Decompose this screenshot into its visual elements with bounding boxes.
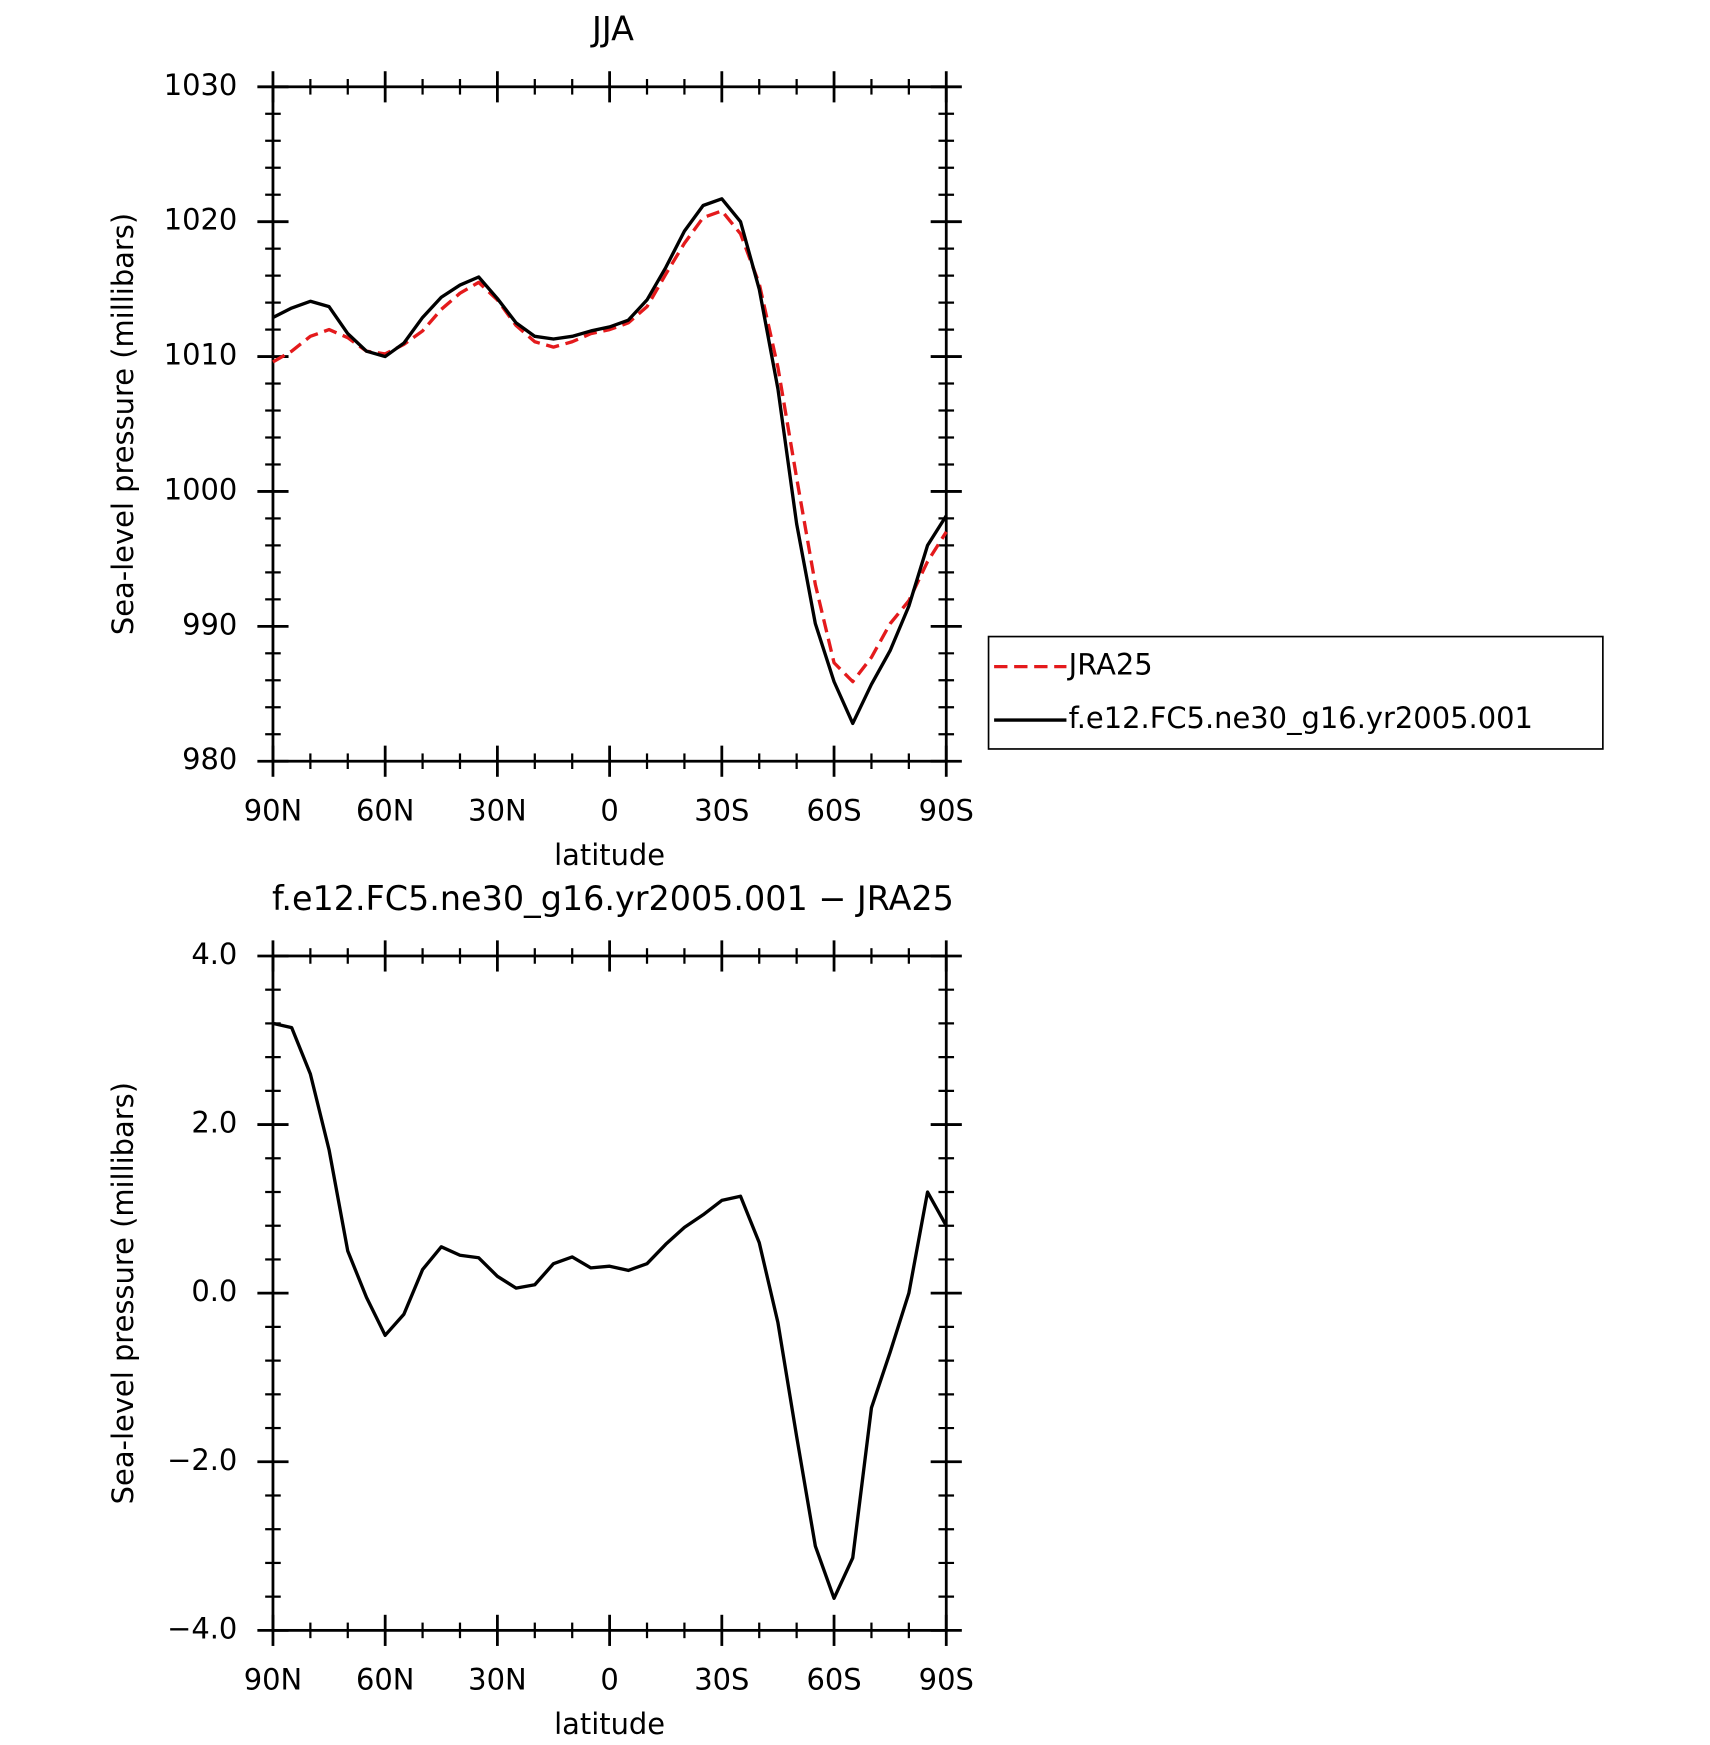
y-tick-label: 4.0 [191, 937, 237, 971]
x-tick-label: 60S [806, 793, 861, 827]
x-tick-label: 30S [694, 793, 749, 827]
y-tick-label: 980 [182, 742, 237, 776]
y-tick-label: 1010 [164, 338, 238, 372]
y-tick-label: −4.0 [167, 1611, 237, 1645]
x-axis-label: latitude [554, 1707, 665, 1741]
x-tick-label: 0 [600, 1663, 618, 1697]
y-axis-label: Sea-level pressure (millibars) [106, 213, 140, 635]
x-tick-label: 90N [244, 793, 302, 827]
x-tick-label: 60N [356, 793, 414, 827]
series-line [272, 209, 948, 684]
x-tick-label: 30N [468, 1663, 526, 1697]
y-tick-label: −2.0 [167, 1443, 237, 1477]
y-tick-label: 1020 [164, 203, 238, 237]
y-tick-label: 0.0 [191, 1274, 237, 1308]
x-tick-label: 90S [919, 793, 974, 827]
y-tick-label: 990 [182, 607, 237, 641]
x-tick-label: 30N [468, 793, 526, 827]
y-tick-label: 1030 [164, 68, 238, 102]
legend-label: JRA25 [1067, 648, 1153, 682]
chart-title: f.e12.FC5.ne30_g16.yr2005.001 − JRA25 [272, 879, 954, 918]
series-line [272, 1021, 948, 1601]
x-tick-label: 90N [244, 1663, 302, 1697]
x-tick-label: 90S [919, 1663, 974, 1697]
chart-title: JJA [590, 10, 634, 49]
y-tick-label: 2.0 [191, 1106, 237, 1140]
legend-label: f.e12.FC5.ne30_g16.yr2005.001 [1069, 701, 1533, 735]
legend-box [987, 635, 1604, 750]
x-tick-label: 60S [806, 1663, 861, 1697]
x-tick-label: 30S [694, 1663, 749, 1697]
series-line [272, 197, 948, 726]
y-tick-label: 1000 [164, 472, 238, 506]
plot-frame [271, 85, 948, 763]
plot-frame [271, 954, 948, 1632]
x-tick-label: 0 [600, 793, 618, 827]
y-axis-label: Sea-level pressure (millibars) [106, 1082, 140, 1504]
x-tick-label: 60N [356, 1663, 414, 1697]
x-axis-label: latitude [554, 838, 665, 872]
